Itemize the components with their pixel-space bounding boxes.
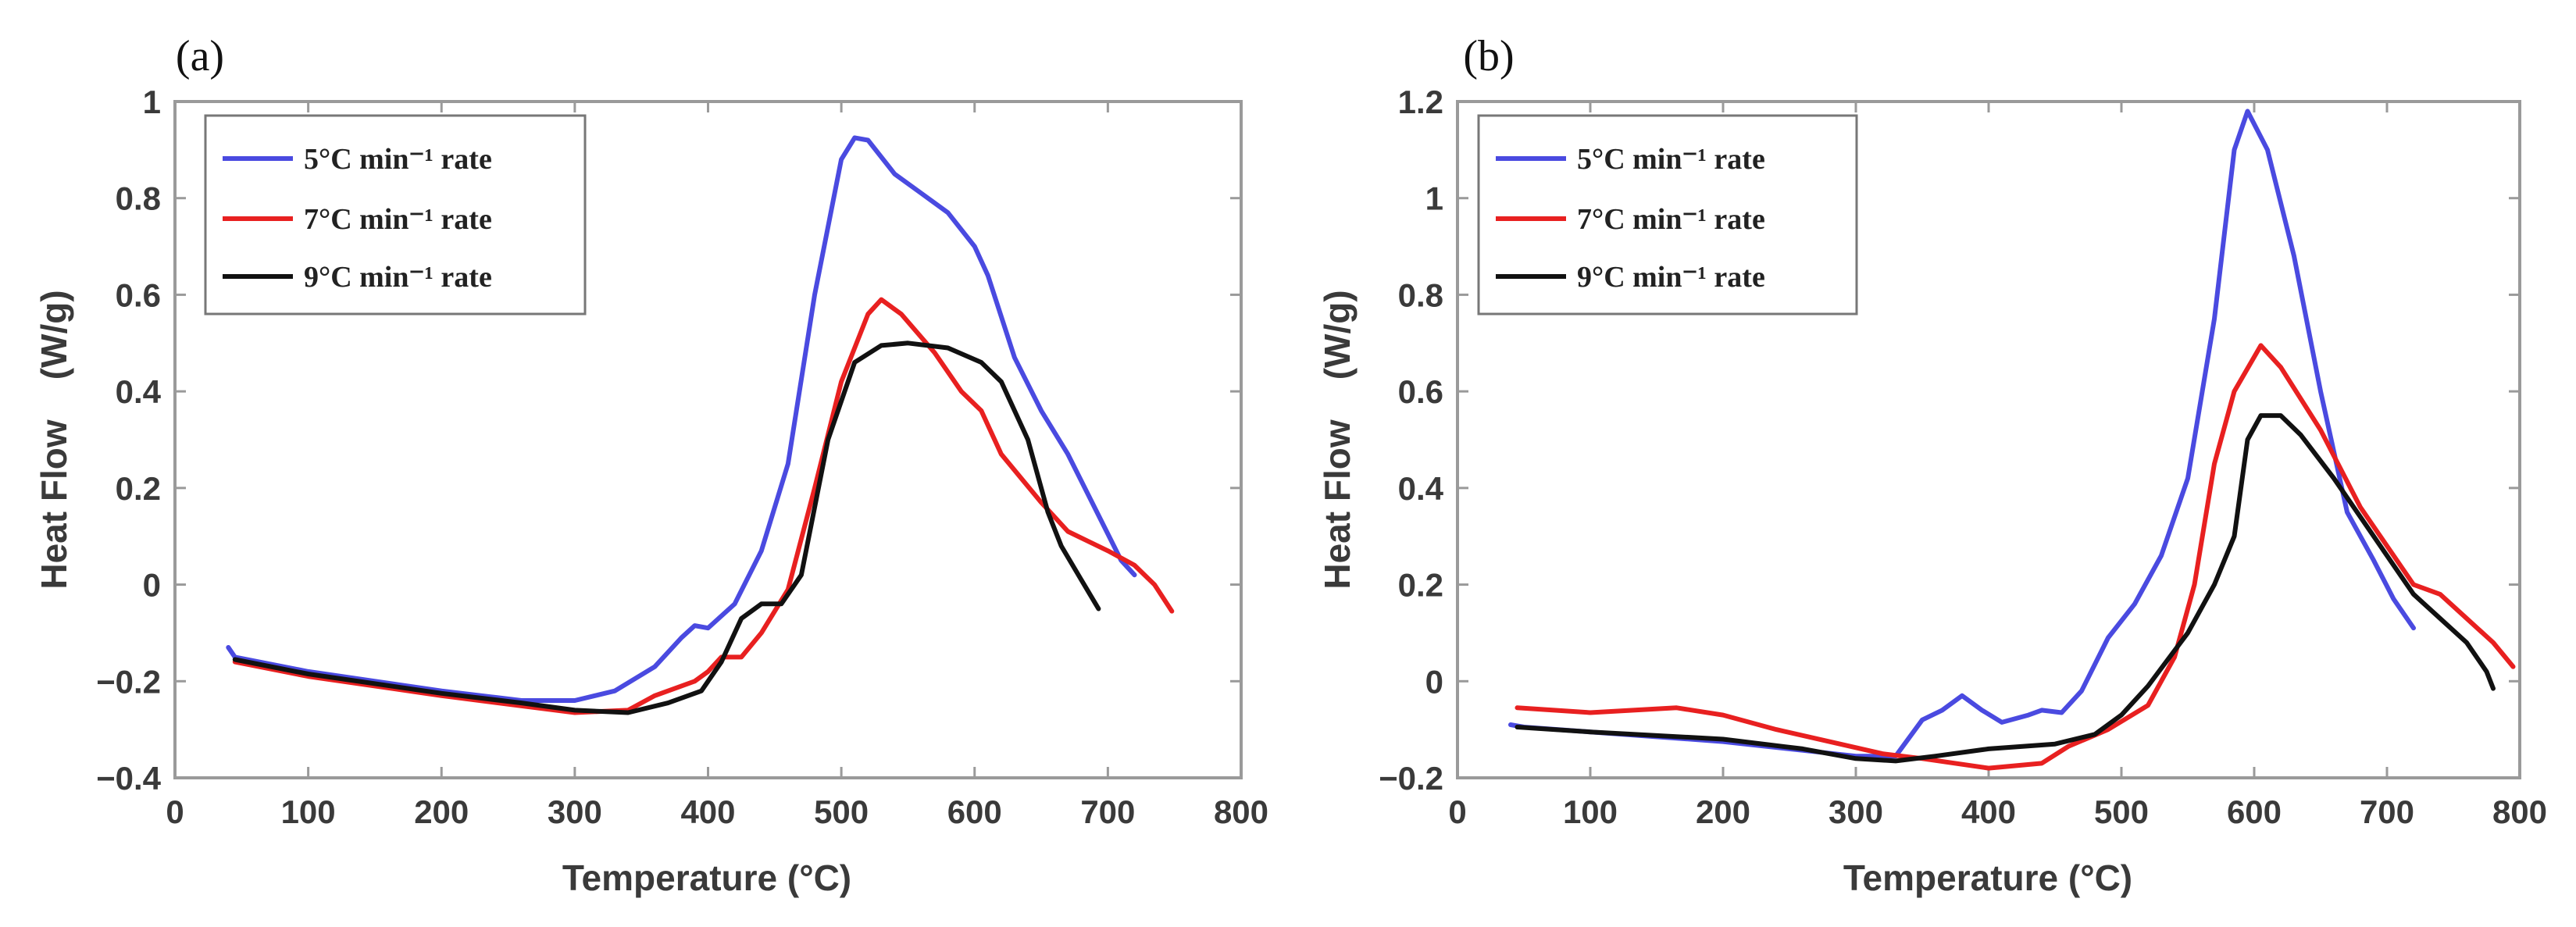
legend-box [204,114,587,316]
chart-panel-b: (b)0 100 200 300 400 500 600 700 800−0.200.20.40… [1317,32,2547,898]
x-tick-label: 0 [166,793,184,830]
panel-label: (a) [176,32,224,80]
x-tick-label: 400 [1961,793,2016,830]
series-line-3 [1515,413,2496,764]
y-tick-label: 1.2 [1398,84,1443,120]
legend-label: 5°C min⁻¹ rate [304,143,492,176]
x-tick-label: 0 [1448,793,1466,830]
x-axis-label: Temperature (°C) [562,857,851,898]
y-tick-label: −0.4 [96,760,162,797]
y-axis-label: Heat Flow (W/g) [34,290,74,589]
legend: 5°C min⁻¹ rate 7°C min⁻¹ rate 9°C min⁻¹ ra… [1477,114,1858,316]
series-line-3 [232,340,1101,715]
y-axis-label: Heat Flow (W/g) [1317,290,1358,589]
y-tick-label: 0.6 [1398,373,1443,410]
panel-label: (b) [1463,32,1514,80]
y-tick-label: 0.2 [1398,567,1443,604]
x-tick-label: 300 [548,793,602,830]
y-tick-label: −0.2 [1379,760,1443,797]
x-tick-label: 700 [1080,793,1135,830]
series-line-2 [232,297,1175,715]
y-tick-label: 1 [1425,180,1443,217]
y-tick-label: 0.6 [116,276,161,313]
x-tick-label: 800 [2492,793,2547,830]
legend-label: 7°C min⁻¹ rate [1577,203,1765,236]
y-tick-label: 0.8 [1398,276,1443,313]
y-tick-label: 0.2 [116,470,161,507]
y-tick-label: −0.2 [96,663,161,700]
legend-label: 9°C min⁻¹ rate [304,261,492,294]
y-tick-label: 0.8 [116,180,161,217]
x-tick-label: 500 [2094,793,2149,830]
x-tick-label: 500 [814,793,869,830]
series-line-1 [1508,109,2416,759]
legend-box [1477,114,1858,316]
legend-label: 9°C min⁻¹ rate [1577,261,1765,294]
x-tick-label: 300 [1829,793,1883,830]
y-tick-label: 0.4 [116,373,162,410]
series-line-2 [1515,343,2516,771]
series-line-1 [226,135,1137,703]
x-tick-label: 600 [2227,793,2282,830]
chart-panel-a: (a) 0 100 200 300 400 500 600 700 800 −0.4 −0.2 0 0.2… [34,32,1268,898]
y-tick-label: 0 [1425,663,1443,700]
x-tick-label: 600 [947,793,1002,830]
y-tick-label: 1 [143,84,161,120]
x-tick-label: 100 [1563,793,1618,830]
x-tick-label: 700 [2360,793,2414,830]
x-tick-label: 200 [1696,793,1750,830]
x-tick-label: 200 [414,793,469,830]
y-tick-label: 0.4 [1398,470,1444,507]
legend-label: 7°C min⁻¹ rate [304,203,492,236]
x-tick-label: 400 [680,793,735,830]
legend-label: 5°C min⁻¹ rate [1577,143,1765,176]
legend: 5°C min⁻¹ rate 7°C min⁻¹ rate 9°C min⁻¹ ra… [204,114,587,316]
x-tick-label: 800 [1214,793,1268,830]
y-tick-label: 0 [143,567,161,604]
x-tick-label: 100 [281,793,336,830]
x-axis-label: Temperature (°C) [1843,857,2132,898]
